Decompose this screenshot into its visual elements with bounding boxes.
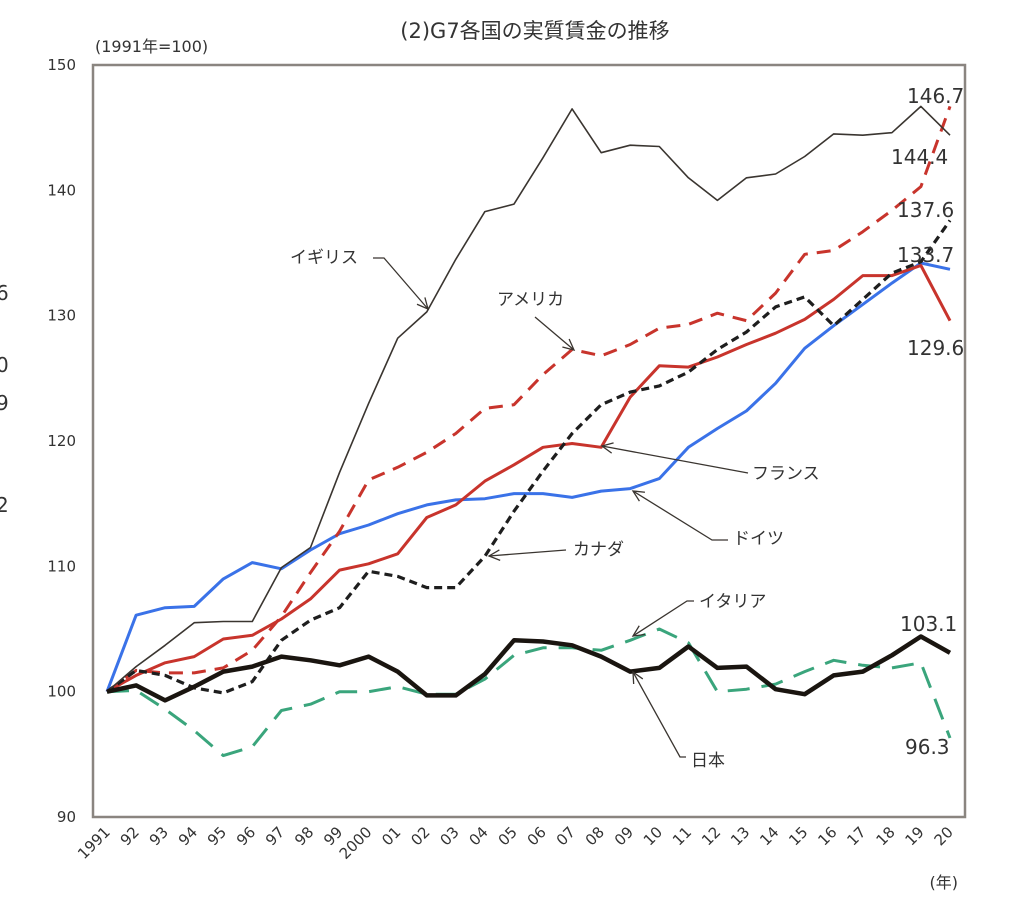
x-tick-label: 03 — [436, 823, 462, 849]
arrowhead-icon — [562, 338, 576, 351]
series-line-カナダ — [106, 219, 952, 695]
x-tick-label: 11 — [669, 823, 695, 849]
leader-line — [632, 600, 694, 637]
edge-fragment: 9 — [0, 391, 9, 415]
series-line-日本 — [106, 634, 952, 703]
leader-line — [373, 257, 429, 310]
x-tick-label: 92 — [117, 823, 143, 849]
x-tick-label: 98 — [291, 823, 317, 849]
leader-line — [632, 671, 686, 758]
y-axis-ticks: 90 100 110 120 130 140 150 — [47, 56, 76, 826]
y-tick-label: 100 — [47, 683, 76, 701]
y-tick-label: 150 — [47, 56, 76, 74]
edge-fragment: 2 — [0, 493, 9, 517]
x-tick-label: 08 — [582, 823, 608, 849]
x-tick-label: 13 — [727, 823, 753, 849]
arrowhead-icon — [631, 490, 646, 502]
x-tick-label: 12 — [698, 823, 724, 849]
left-edge-fragments: 6 0 9 2 — [0, 281, 9, 517]
end-value-label: 103.1 — [900, 612, 957, 636]
x-tick-label: 16 — [814, 823, 840, 849]
series-line-イタリア — [106, 627, 952, 758]
arrowhead-icon — [487, 549, 501, 561]
end-value-label: 129.6 — [907, 336, 964, 360]
x-tick-label: 09 — [611, 823, 637, 849]
x-tick-label: 15 — [785, 823, 811, 849]
x-tick-label: 94 — [175, 823, 201, 849]
series-label: アメリカ — [497, 290, 564, 310]
x-tick-label: 1991 — [74, 823, 114, 863]
end-value-label: 146.7 — [907, 84, 964, 108]
series-line-フランス — [106, 264, 952, 694]
series-label: ドイツ — [733, 529, 784, 549]
arrowhead-icon — [632, 670, 644, 685]
x-tick-label: 20 — [931, 823, 957, 849]
x-tick-label: 97 — [262, 823, 288, 849]
leader-line — [632, 490, 728, 541]
edge-fragment: 0 — [0, 353, 9, 377]
x-tick-label: 93 — [146, 823, 172, 849]
x-tick-label: 01 — [378, 823, 404, 849]
y-tick-label: 110 — [47, 557, 76, 575]
leader-line — [534, 316, 575, 351]
x-axis-unit-label: (年) — [930, 873, 959, 892]
end-value-label: 96.3 — [905, 735, 950, 759]
x-tick-label: 10 — [640, 823, 666, 849]
edge-fragment: 6 — [0, 281, 9, 305]
end-value-label: 137.6 — [897, 198, 954, 222]
x-tick-label: 05 — [495, 823, 521, 849]
arrowhead-icon — [631, 625, 645, 637]
annotation-leaders — [373, 257, 749, 758]
y-axis-unit-label: (1991年=100) — [95, 37, 208, 56]
y-tick-label: 90 — [57, 808, 76, 826]
leader-line — [488, 549, 567, 557]
end-value-label: 133.7 — [897, 243, 954, 267]
leader-line — [601, 445, 749, 474]
series-label: 日本 — [691, 751, 725, 771]
y-tick-label: 120 — [47, 432, 76, 450]
series-label: イタリア — [699, 592, 766, 612]
x-tick-label: 96 — [233, 823, 259, 849]
series-lines — [105, 105, 952, 758]
series-label: カナダ — [573, 540, 624, 560]
end-value-label: 144.4 — [891, 145, 948, 169]
arrowhead-icon — [416, 297, 429, 311]
plot-frame — [91, 63, 967, 819]
y-tick-label: 130 — [47, 307, 76, 325]
x-tick-label: 18 — [872, 823, 898, 849]
end-value-labels: 146.7 144.4 137.6 133.7 129.6 103.1 96.3 — [891, 84, 964, 759]
y-tick-label: 140 — [47, 181, 76, 199]
arrowhead-icon — [600, 442, 614, 454]
series-line-ドイツ — [105, 261, 951, 693]
series-line-イギリス — [106, 105, 951, 693]
x-tick-label: 04 — [465, 823, 491, 849]
x-tick-label: 02 — [407, 823, 433, 849]
series-line-アメリカ — [106, 105, 952, 693]
x-tick-label: 2000 — [336, 823, 376, 863]
x-tick-label: 06 — [524, 823, 550, 849]
series-label: フランス — [752, 464, 820, 484]
x-tick-label: 14 — [756, 823, 782, 849]
x-tick-label: 19 — [902, 823, 928, 849]
chart-title: (2)G7各国の実質賃金の推移 — [400, 19, 669, 43]
x-tick-label: 17 — [843, 823, 869, 849]
x-tick-label: 95 — [204, 823, 230, 849]
series-label: イギリス — [290, 248, 358, 268]
x-tick-label: 07 — [553, 823, 579, 849]
